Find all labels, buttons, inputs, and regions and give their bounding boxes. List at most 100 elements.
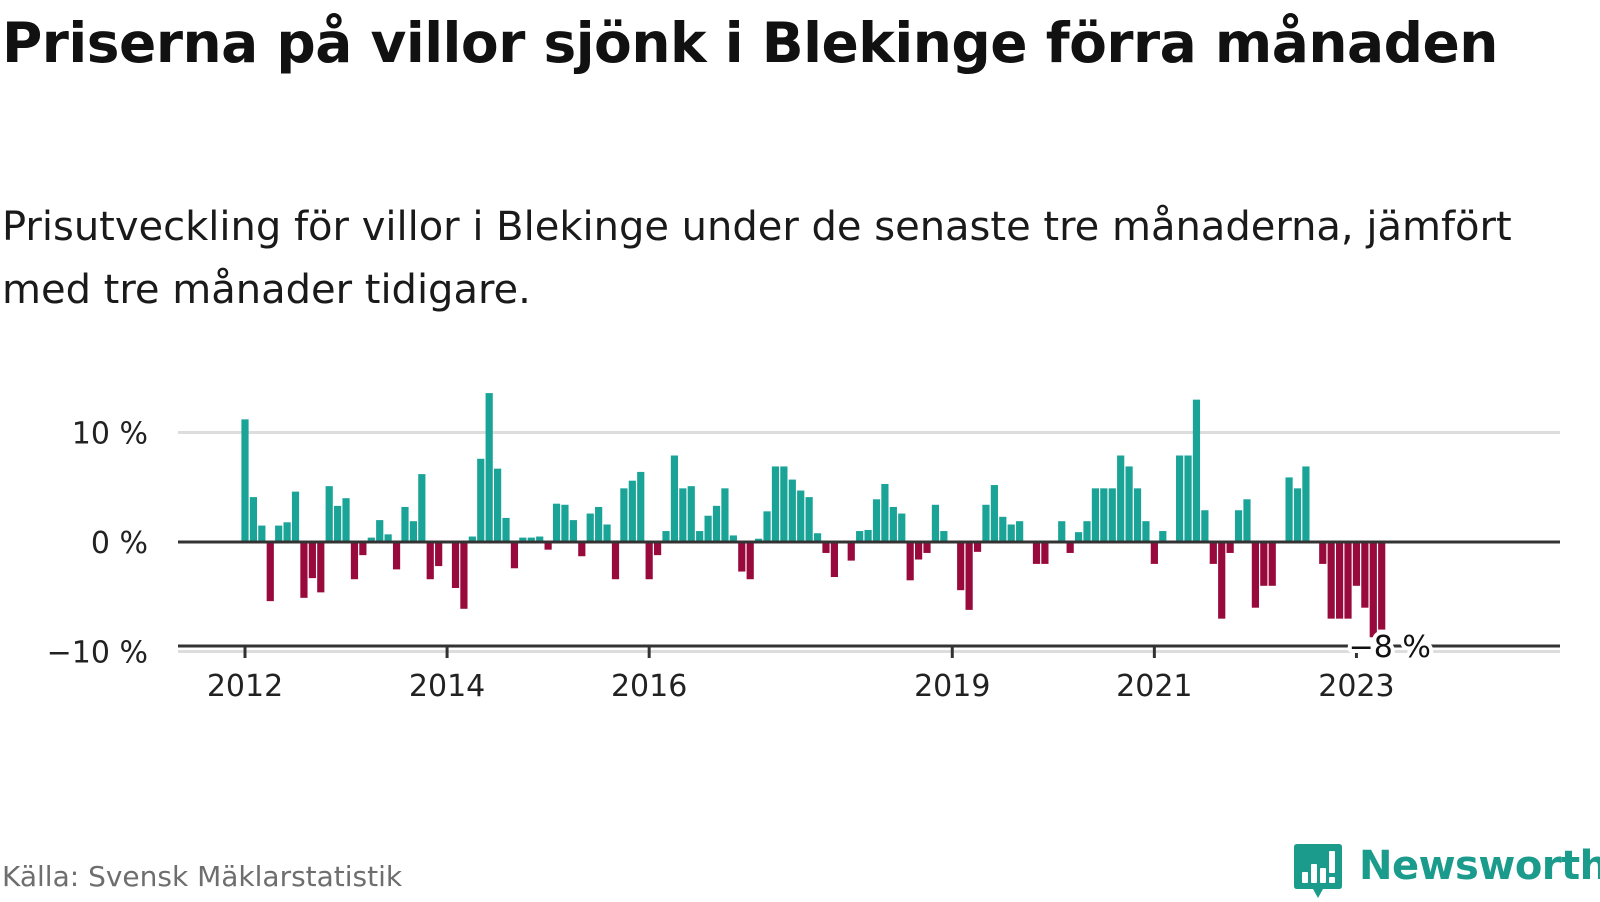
bar	[864, 529, 872, 542]
bar	[527, 537, 535, 542]
bar	[721, 488, 729, 542]
last-value-halo: −8 %	[1349, 630, 1431, 665]
bar	[342, 498, 350, 542]
bar	[788, 479, 796, 542]
bar	[519, 537, 527, 542]
bar	[856, 531, 864, 542]
bar	[1091, 488, 1100, 542]
bar	[628, 480, 636, 542]
last-value-label: −8 %	[1349, 630, 1431, 665]
bar	[965, 542, 973, 610]
x-tick-label: 2012	[207, 669, 283, 700]
bar	[460, 542, 468, 609]
bar	[797, 490, 805, 542]
bar	[746, 542, 754, 580]
bar	[435, 542, 443, 567]
bar	[1184, 455, 1192, 542]
y-tick-label: 10 %	[72, 417, 148, 452]
bar	[477, 458, 485, 542]
bar	[637, 471, 645, 542]
bar	[291, 491, 300, 542]
bar	[990, 485, 998, 542]
bar	[544, 542, 552, 550]
bar	[485, 393, 493, 542]
brand-logo: Newsworthy	[1293, 842, 1600, 902]
bar	[999, 516, 1007, 542]
bar	[359, 542, 367, 556]
bar	[1260, 542, 1268, 586]
bar	[1336, 542, 1344, 619]
bar	[494, 468, 502, 542]
bar	[1142, 521, 1150, 542]
bar	[1007, 524, 1015, 542]
bar	[1150, 542, 1158, 564]
bar	[940, 531, 948, 542]
axes	[178, 540, 1560, 658]
bar	[317, 542, 325, 593]
x-tick-label: 2014	[409, 669, 485, 700]
brand-name: Newsworthy	[1359, 843, 1600, 889]
bars	[241, 393, 1386, 638]
bar	[1293, 488, 1302, 542]
bar	[350, 542, 359, 580]
bar	[662, 531, 670, 542]
bar	[502, 517, 510, 542]
bar	[763, 511, 771, 542]
bar	[780, 466, 788, 542]
bar	[510, 542, 519, 569]
bar	[586, 513, 594, 542]
bar	[645, 542, 653, 580]
bar	[1066, 542, 1074, 553]
bar	[653, 542, 662, 556]
bar	[1159, 531, 1167, 542]
bar	[1234, 510, 1243, 542]
bar	[957, 542, 965, 591]
bar	[552, 503, 561, 542]
bar	[620, 488, 628, 542]
bar	[847, 542, 855, 561]
bar	[1327, 542, 1335, 619]
bar	[923, 542, 931, 553]
bar	[536, 536, 544, 542]
bar	[241, 419, 249, 542]
bar	[1344, 542, 1352, 619]
bar	[266, 542, 274, 602]
bar	[384, 534, 392, 542]
bar	[1218, 542, 1226, 619]
bar	[931, 504, 940, 542]
bar	[1041, 542, 1049, 564]
bar	[426, 542, 434, 580]
bar	[283, 522, 291, 542]
bar	[881, 483, 889, 542]
bar	[1361, 542, 1369, 608]
bar	[898, 513, 906, 542]
bar	[973, 542, 982, 552]
bar	[755, 538, 763, 542]
bar	[300, 542, 308, 598]
bar	[1058, 521, 1066, 542]
bar	[611, 542, 620, 580]
bar	[1226, 542, 1234, 553]
bar	[1083, 521, 1091, 542]
source-note: Källa: Svensk Mäklarstatistik	[2, 860, 403, 893]
labels: 10 % 0 % −10 % 2012 2014 2016 2019 2021 2023 −8 %…	[47, 417, 1435, 701]
bar-chart: 10 % 0 % −10 % 2012 2014 2016 2019 2021 2023 −8 %…	[47, 393, 1560, 701]
bar	[334, 505, 342, 542]
bar	[1268, 542, 1276, 586]
bar	[468, 536, 476, 542]
bar	[308, 542, 316, 579]
x-tick-label: 2021	[1116, 669, 1192, 700]
bar	[1016, 521, 1024, 542]
bar	[1074, 532, 1083, 542]
bar	[1108, 488, 1116, 542]
bar	[1378, 542, 1386, 630]
bar	[670, 455, 679, 542]
bar	[258, 525, 266, 542]
bar	[1133, 488, 1142, 542]
bar	[679, 488, 687, 542]
bar	[1319, 542, 1327, 564]
bar	[1125, 466, 1133, 542]
bar	[906, 542, 914, 581]
bar	[729, 535, 737, 542]
bar	[401, 506, 409, 542]
